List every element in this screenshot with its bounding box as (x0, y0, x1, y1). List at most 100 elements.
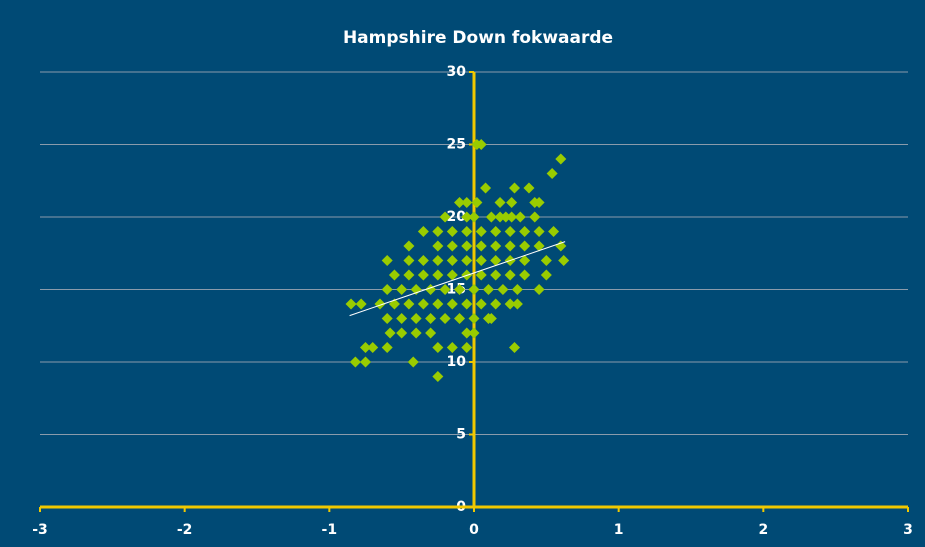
point (509, 182, 521, 194)
point (432, 371, 444, 382)
point (403, 240, 415, 252)
point (446, 342, 458, 353)
point (439, 313, 451, 324)
point (519, 226, 531, 237)
point (475, 226, 487, 237)
point (410, 313, 422, 324)
point (417, 255, 429, 266)
point (446, 240, 458, 252)
point (519, 240, 531, 252)
point (471, 197, 483, 208)
trendline (349, 241, 566, 317)
point (439, 211, 451, 223)
point (454, 313, 466, 324)
point (468, 284, 480, 295)
point (432, 255, 444, 266)
point (396, 313, 408, 324)
point (529, 211, 541, 223)
point (475, 139, 487, 150)
point (432, 240, 444, 252)
point (511, 284, 523, 295)
point (514, 211, 526, 223)
point (461, 226, 473, 237)
point (388, 269, 400, 281)
x-tick-label: 0 (469, 522, 479, 538)
point (490, 255, 502, 266)
x-tick-label: -2 (177, 522, 193, 538)
point (461, 197, 473, 208)
point (558, 255, 570, 266)
point (381, 313, 393, 324)
point (461, 298, 473, 310)
point (407, 356, 419, 368)
point (360, 356, 371, 368)
point (381, 342, 393, 353)
point (381, 284, 393, 295)
point (504, 226, 516, 237)
point (374, 298, 386, 310)
point (367, 342, 379, 353)
point (490, 240, 502, 252)
point (360, 342, 371, 353)
point (506, 197, 518, 208)
point (504, 240, 516, 252)
point (446, 269, 458, 281)
point (506, 211, 518, 223)
point (425, 313, 437, 324)
point (417, 269, 429, 281)
chart-title: Hampshire Down fokwaarde (343, 28, 613, 48)
y-tick-label: 5 (456, 427, 466, 443)
point (548, 226, 560, 237)
point (519, 255, 531, 266)
point (490, 226, 502, 237)
point (439, 284, 451, 295)
point (555, 240, 567, 252)
point (403, 298, 415, 310)
point (475, 298, 487, 310)
x-tick-label: -3 (32, 522, 48, 538)
point (432, 342, 444, 353)
point (432, 298, 444, 310)
point (425, 327, 437, 339)
point (345, 298, 357, 310)
point (511, 298, 523, 310)
point (485, 313, 497, 324)
point (410, 327, 422, 339)
point (461, 327, 473, 339)
point (494, 211, 506, 223)
x-tick-label: 3 (903, 522, 913, 538)
point (446, 255, 458, 266)
point (494, 197, 506, 208)
x-tick-label: 2 (758, 522, 768, 538)
point (475, 255, 487, 266)
point (533, 197, 545, 208)
point (396, 284, 408, 295)
x-tick-label: -1 (322, 522, 338, 538)
point (475, 269, 487, 281)
point (555, 153, 567, 165)
point (546, 168, 558, 179)
y-tick-label: 20 (447, 209, 467, 225)
point (403, 255, 415, 266)
point (490, 298, 502, 310)
point (468, 327, 480, 339)
point (461, 211, 473, 223)
point (485, 211, 497, 223)
point (432, 269, 444, 281)
point (540, 255, 552, 266)
point (446, 226, 458, 237)
point (475, 240, 487, 252)
point (497, 284, 509, 295)
point (381, 255, 393, 266)
point (480, 182, 492, 194)
point (432, 226, 444, 237)
point (417, 226, 429, 237)
point (417, 298, 429, 310)
point (533, 226, 545, 237)
point (349, 356, 361, 368)
point (504, 269, 516, 281)
point (523, 182, 535, 194)
point (446, 298, 458, 310)
